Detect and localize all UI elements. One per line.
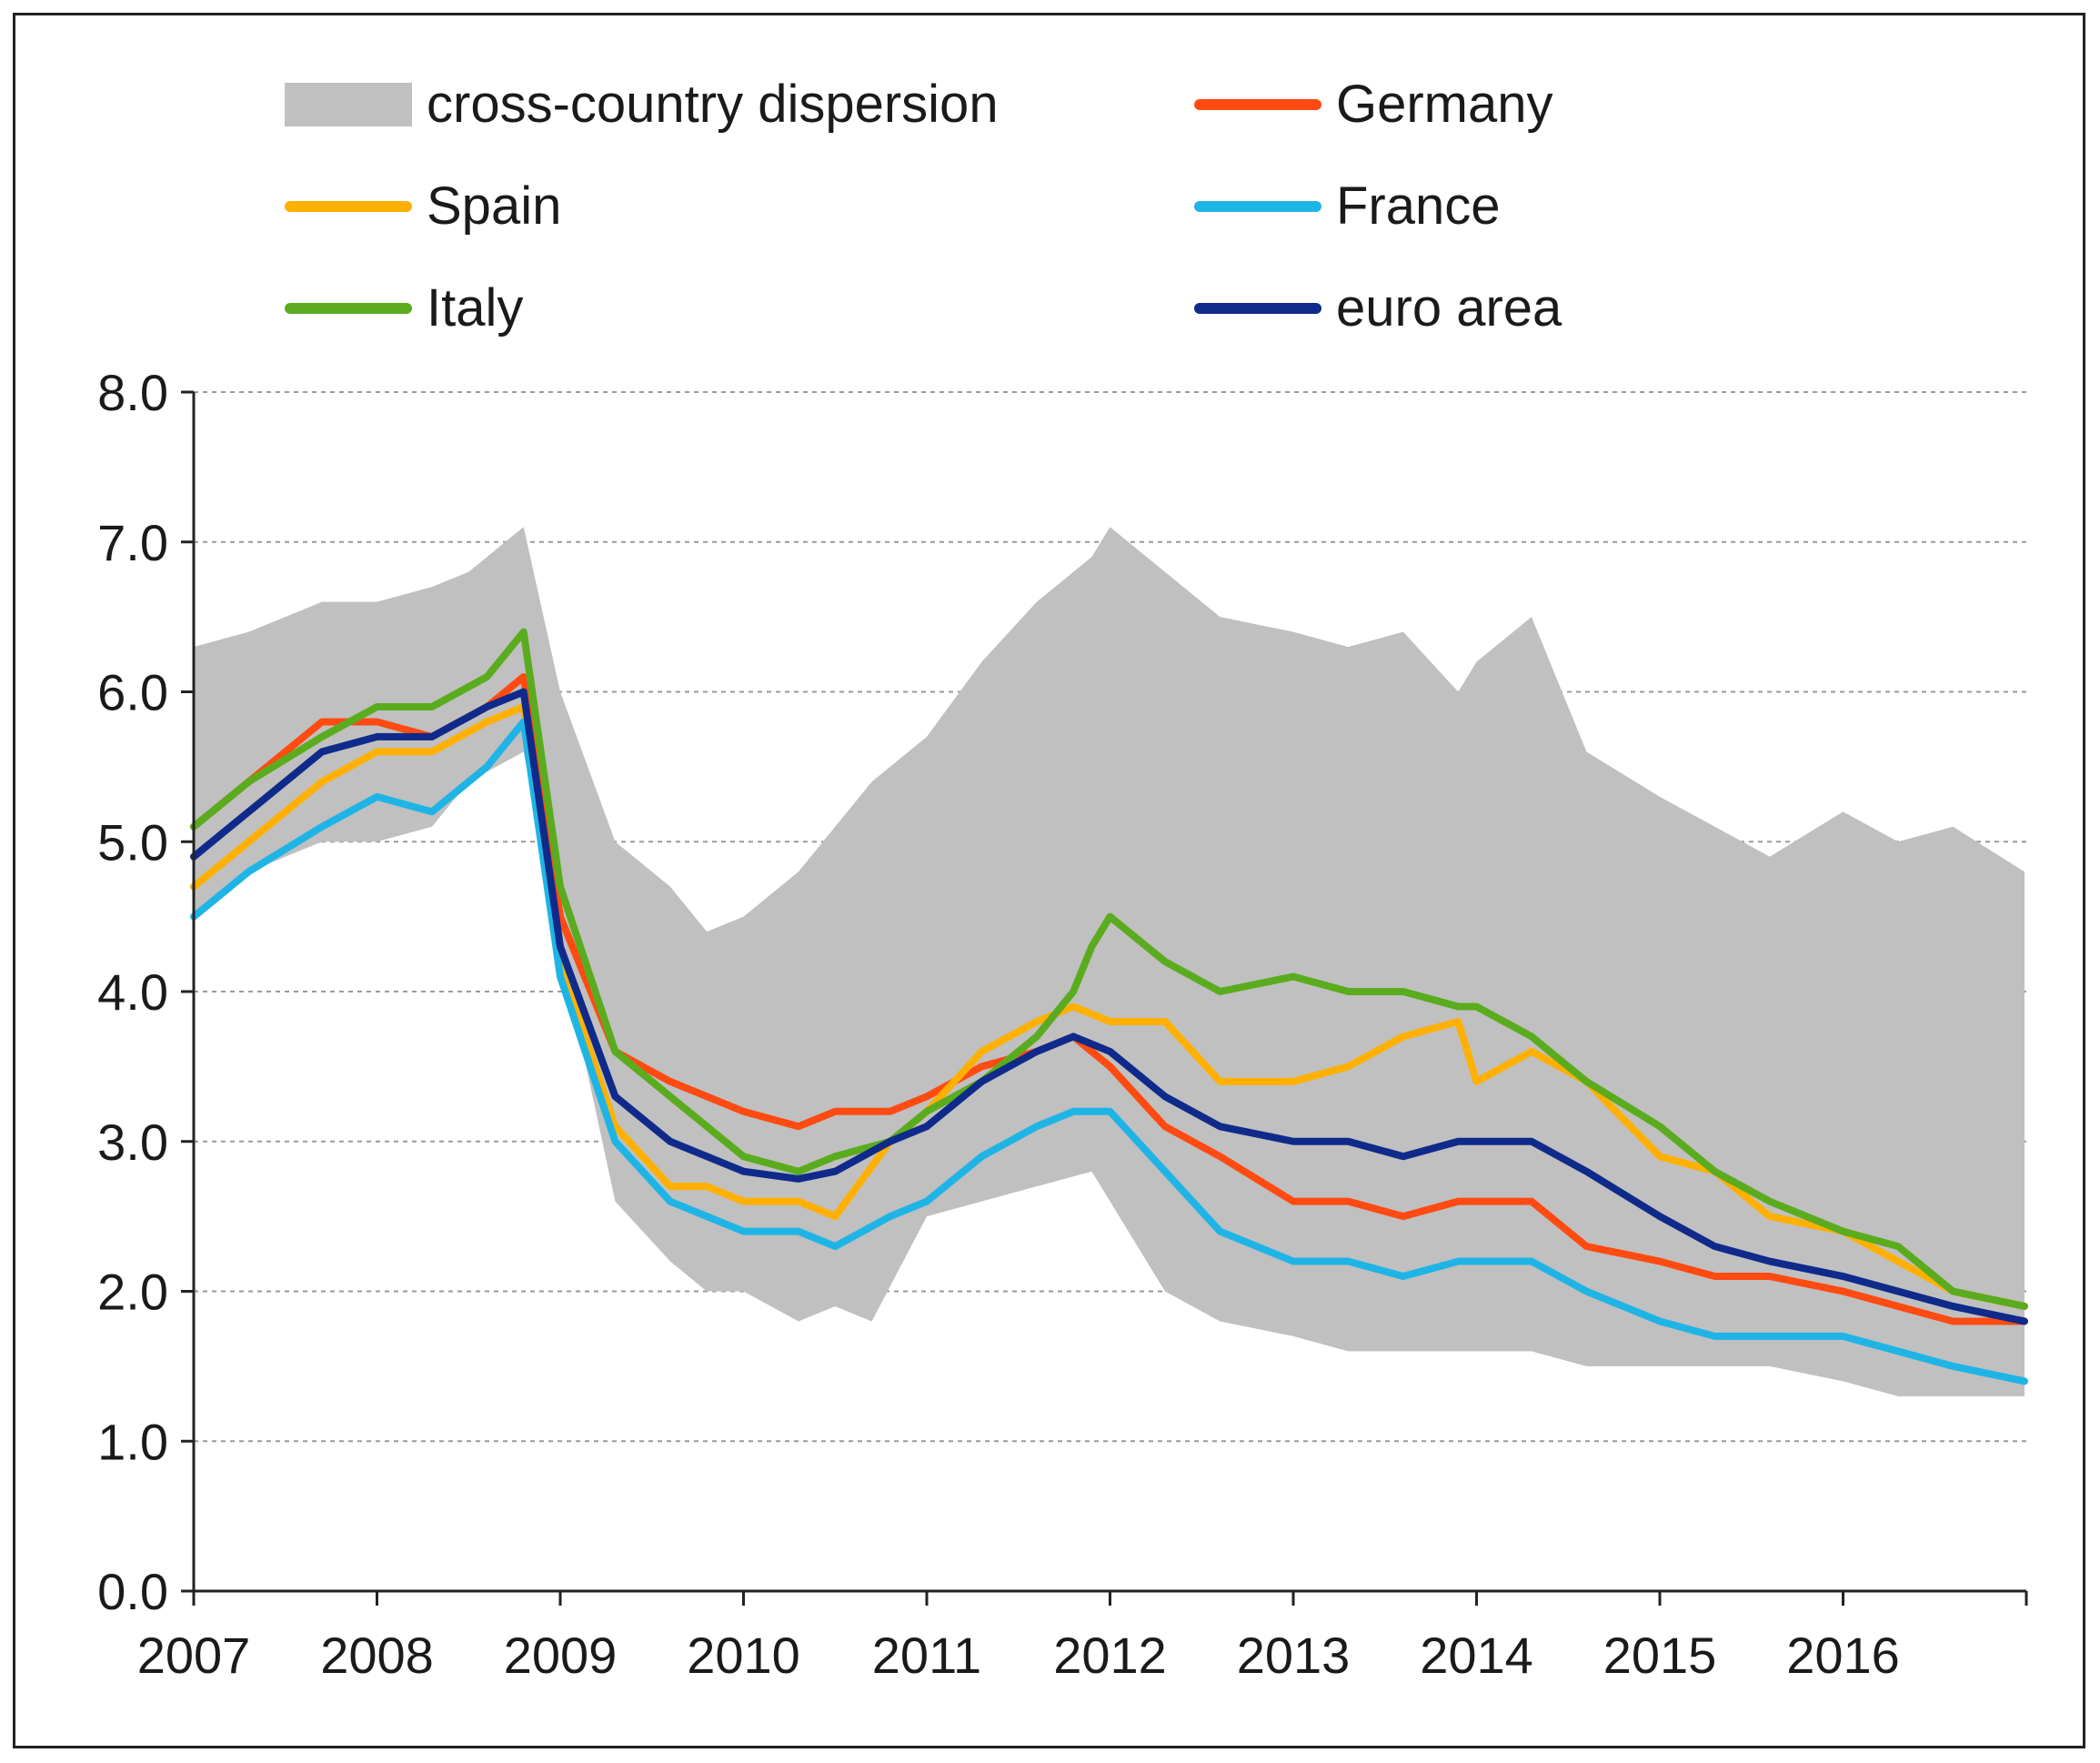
series-lines bbox=[190, 628, 2028, 1385]
x-tick-label: 2008 bbox=[320, 1627, 434, 1684]
y-tick-labels: 0.0 1.0 2.0 3.0 4.0 5.0 6.0 7.0 8.0 bbox=[97, 364, 168, 1620]
x-tick-label: 2007 bbox=[137, 1627, 251, 1684]
axes bbox=[181, 390, 2028, 1606]
legend-item-spain: Spain bbox=[285, 177, 561, 236]
dispersion-band bbox=[194, 527, 2025, 1396]
y-tick-label: 3.0 bbox=[97, 1113, 168, 1171]
y-tick-label: 7.0 bbox=[97, 514, 168, 571]
legend-item-dispersion: cross-country dispersion bbox=[285, 76, 999, 134]
series-line-france bbox=[190, 718, 2028, 1385]
x-tick-label: 2012 bbox=[1053, 1627, 1167, 1684]
x-tick-label: 2011 bbox=[872, 1627, 981, 1684]
legend-swatch-spain bbox=[285, 201, 412, 212]
line-chart: 0.0 1.0 2.0 3.0 4.0 5.0 6.0 7.0 8.0 2007 2008 2009… bbox=[97, 364, 2028, 1684]
y-tick-label: 4.0 bbox=[97, 963, 168, 1021]
y-tick-label: 2.0 bbox=[97, 1264, 168, 1321]
legend-label-dispersion: cross-country dispersion bbox=[427, 75, 999, 134]
legend-label-euro-area: euro area bbox=[1336, 278, 1562, 337]
legend-item-euro-area: euro area bbox=[1194, 279, 1562, 337]
dispersion-area bbox=[194, 527, 2025, 1396]
x-tick-labels: 2007 2008 2009 2010 2011 2012 2013 2014 2015 2016 bbox=[137, 1627, 1900, 1684]
series-line-euro-area bbox=[190, 688, 2028, 1325]
y-tick-label: 6.0 bbox=[97, 664, 168, 721]
legend-swatch-italy bbox=[285, 303, 412, 314]
series-line-italy bbox=[190, 628, 2028, 1310]
chart-frame: 0.0 1.0 2.0 3.0 4.0 5.0 6.0 7.0 8.0 2007 2008 2009… bbox=[13, 13, 2085, 1748]
y-tick-label: 5.0 bbox=[97, 813, 168, 871]
legend-item-germany: Germany bbox=[1194, 76, 1553, 134]
x-tick-label: 2015 bbox=[1603, 1627, 1717, 1684]
legend-item-italy: Italy bbox=[285, 279, 523, 337]
x-tick-label: 2009 bbox=[504, 1627, 618, 1684]
legend-label-germany: Germany bbox=[1336, 75, 1553, 134]
x-tick-label: 2013 bbox=[1237, 1627, 1351, 1684]
legend-label-france: France bbox=[1336, 176, 1501, 236]
legend-swatch-germany bbox=[1194, 99, 1321, 110]
legend-label-italy: Italy bbox=[427, 278, 524, 337]
x-tick-label: 2016 bbox=[1786, 1627, 1900, 1684]
x-tick-label: 2010 bbox=[687, 1627, 800, 1684]
legend-swatch-france bbox=[1194, 201, 1321, 212]
y-tick-label: 0.0 bbox=[97, 1563, 168, 1620]
x-tick-label: 2014 bbox=[1420, 1627, 1533, 1684]
y-tick-label: 8.0 bbox=[97, 364, 168, 421]
y-tick-label: 1.0 bbox=[97, 1413, 168, 1470]
legend-swatch-euro-area bbox=[1194, 303, 1321, 314]
legend-swatch-dispersion bbox=[285, 83, 412, 126]
legend-label-spain: Spain bbox=[427, 176, 562, 236]
legend-item-france: France bbox=[1194, 177, 1501, 236]
